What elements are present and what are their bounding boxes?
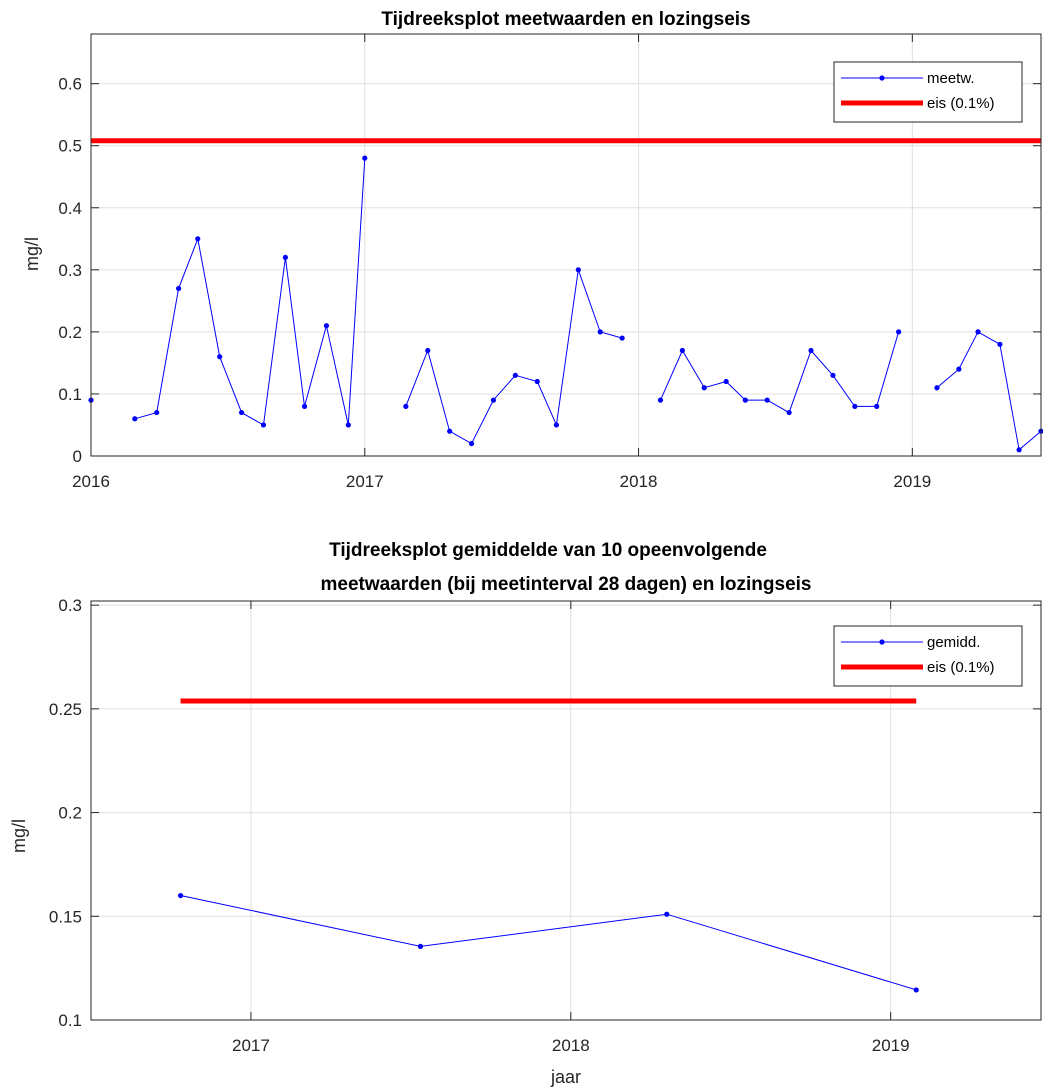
data-point <box>154 409 160 416</box>
data-point <box>896 329 902 335</box>
y-tick-label: 0.15 <box>49 907 82 926</box>
legend-label: gemidd. <box>927 634 980 651</box>
series-line <box>405 269 623 445</box>
legend-box <box>833 61 1023 123</box>
chart-1-series <box>88 138 1043 453</box>
x-tick-label: 2017 <box>232 1036 270 1055</box>
y-tick-label: 0.3 <box>58 596 82 615</box>
y-tick-label: 0.5 <box>58 137 82 156</box>
x-tick-label: 2018 <box>552 1036 590 1055</box>
chart-2-series <box>177 698 919 993</box>
data-point <box>512 372 518 378</box>
data-point <box>534 378 540 385</box>
data-point <box>830 372 836 378</box>
y-tick-label: 0.4 <box>58 199 82 218</box>
series-line <box>180 895 917 991</box>
y-tick-label: 0.2 <box>58 323 82 342</box>
series-line <box>134 158 366 426</box>
chart-averages: Tijdreeksplot gemiddelde van 10 opeenvol… <box>9 540 1042 1087</box>
y-tick-label: 0.25 <box>49 700 82 719</box>
data-point <box>282 254 288 261</box>
data-point <box>553 422 560 428</box>
legend-swatch-marker <box>879 639 885 645</box>
data-point <box>742 397 748 403</box>
chart-2-title-line-1: Tijdreeksplot gemiddelde van 10 opeenvol… <box>329 540 767 561</box>
chart-1-legend: meetw. eis (0.1%) <box>833 61 1023 123</box>
y-tick-label: 0.6 <box>58 75 82 94</box>
data-point <box>238 409 245 416</box>
data-point <box>417 943 424 949</box>
data-point <box>403 403 409 409</box>
y-tick-label: 0.2 <box>58 804 82 823</box>
chart-1-title: Tijdreeksplot meetwaarden en lozingseis <box>381 9 750 30</box>
y-tick-label: 0 <box>73 447 82 466</box>
y-tick-label: 0.3 <box>58 261 82 280</box>
data-point <box>177 892 184 899</box>
data-point <box>195 236 201 242</box>
y-tick-label: 0.1 <box>58 1011 82 1030</box>
data-point <box>701 385 707 391</box>
chart-measurements: Tijdreeksplot meetwaarden en lozingseis … <box>22 9 1043 491</box>
chart-1-ticks: 2016 2017 2018 2019 0 0.1 0.2 0.3 0.4 0.5 0.6 <box>58 33 1042 491</box>
data-point <box>132 416 138 422</box>
data-point <box>301 403 308 409</box>
data-point <box>657 397 664 403</box>
data-point <box>345 422 351 428</box>
x-tick-label: 2018 <box>620 472 658 491</box>
data-point <box>447 428 453 434</box>
data-point <box>260 422 267 428</box>
series-line <box>660 331 900 414</box>
data-point <box>217 354 223 360</box>
legend-label: eis (0.1%) <box>927 95 995 112</box>
x-tick-label: 2019 <box>872 1036 910 1055</box>
data-point <box>323 323 330 329</box>
data-point <box>1016 447 1022 453</box>
data-point <box>913 987 919 993</box>
data-point <box>852 403 858 409</box>
data-point <box>956 366 962 372</box>
data-point <box>997 341 1003 347</box>
chart-2-ticks: 2017 2018 2019 0.1 0.15 0.2 0.25 0.3 <box>49 596 1042 1055</box>
chart-2-ylabel: mg/l <box>9 819 29 853</box>
data-point <box>764 397 770 403</box>
data-point <box>786 409 792 416</box>
chart-1-ylabel: mg/l <box>22 237 42 271</box>
chart-2-grid <box>91 601 1041 1020</box>
x-tick-label: 2017 <box>346 472 384 491</box>
chart-2-xlabel: jaar <box>550 1067 581 1087</box>
data-point <box>808 347 814 354</box>
legend-box <box>833 625 1023 687</box>
series-line <box>936 331 1042 451</box>
y-tick-label: 0.1 <box>58 385 82 404</box>
legend-label: meetw. <box>927 70 975 87</box>
axes-box <box>90 33 1042 457</box>
chart-2-legend: gemidd. eis (0.1%) <box>833 625 1023 687</box>
data-point <box>664 911 670 917</box>
chart-2-title-line-2: meetwaarden (bij meetinterval 28 dagen) … <box>321 574 812 595</box>
data-point <box>723 378 729 385</box>
data-point <box>468 440 475 447</box>
legend-swatch-marker <box>879 75 885 81</box>
data-point <box>679 347 685 354</box>
axes-box <box>90 600 1042 1021</box>
data-point <box>619 335 625 341</box>
data-point <box>874 403 880 409</box>
data-point <box>597 329 603 335</box>
data-point <box>575 267 581 273</box>
data-point <box>934 385 940 391</box>
data-point <box>176 285 182 292</box>
x-tick-label: 2016 <box>72 472 110 491</box>
data-point <box>362 155 368 161</box>
data-point <box>425 347 431 354</box>
legend-label: eis (0.1%) <box>927 659 995 676</box>
x-tick-label: 2019 <box>893 472 931 491</box>
data-point <box>975 329 981 335</box>
data-point <box>490 397 497 403</box>
